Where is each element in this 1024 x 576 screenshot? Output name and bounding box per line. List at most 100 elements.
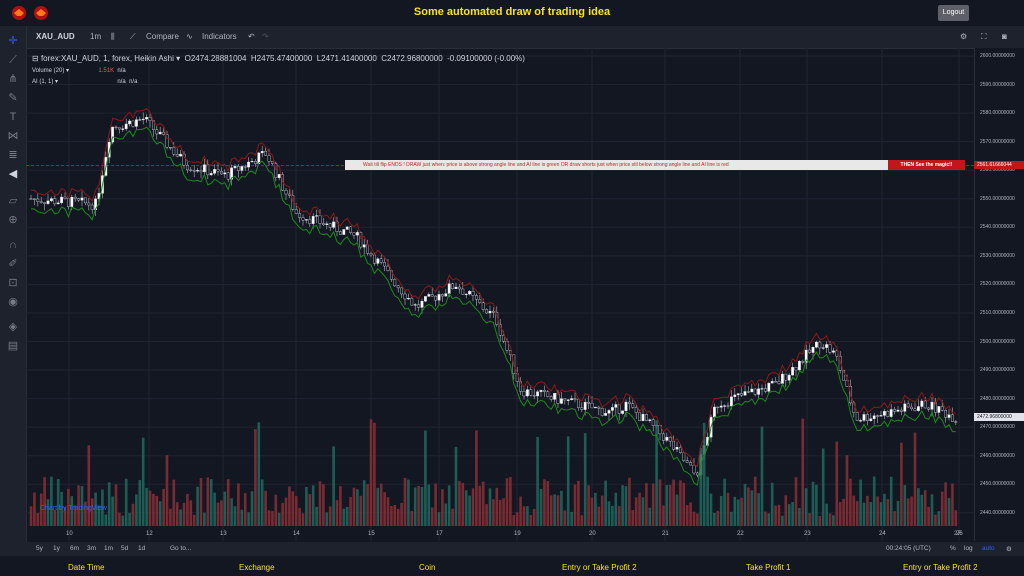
candle-body [777,381,781,384]
line-price-tag: 2561.61666044 [974,161,1024,169]
volume-bar [617,506,621,526]
time-axis[interactable]: 10 12 13 14 15 17 19 20 21 22 23 24 26 27 [26,528,974,542]
volume-bar [56,478,60,526]
range-button-1m[interactable]: 1m [104,545,114,552]
legend-symbol[interactable]: forex:XAU_AUD, 1, forex, Heikin Ashi [40,54,174,63]
range-button-5y[interactable]: 5y [36,545,43,552]
zoom-icon[interactable]: ⊕ [8,214,18,226]
volume-bar [294,496,298,526]
range-button-1y[interactable]: 1y [53,545,60,552]
candle-body [869,418,873,422]
volume-bar [791,502,794,526]
volume-bar [648,507,652,526]
volume-bar [730,511,733,526]
range-button-3m[interactable]: 3m [87,545,97,552]
magnet-icon[interactable]: ∩ [9,239,17,251]
settings-icon[interactable]: ⚙ [960,32,968,41]
candle-body [488,310,492,314]
volume-bar [29,506,33,526]
footer-entry-tp2-b[interactable]: Entry or Take Profit 2 [903,563,978,572]
pencil-lock-icon[interactable]: ✐ [8,258,18,270]
time-tick: 10 [66,531,73,537]
compare-icon[interactable]: ⟋ [130,32,136,41]
candle-body [906,403,910,408]
candle-body [719,405,723,408]
candle-body [260,151,264,154]
volume-bar [906,498,910,526]
candle-type-icon[interactable]: ⫼ [111,32,115,41]
watermark[interactable]: Chart by TradingView [40,505,107,512]
lock-icon[interactable]: ⊡ [8,277,18,289]
volume-bar [328,506,332,526]
volume-bar [434,483,437,526]
volume-label[interactable]: Volume (20) [32,68,65,74]
candle-body [757,388,761,395]
candle-body [366,244,369,254]
price-tick: 2450.00000000 [980,481,1015,488]
volume-na: n/a [117,68,126,74]
undo-icon[interactable]: ↶ [248,32,255,41]
layers-icon[interactable]: ◈ [8,321,18,333]
candle-body [441,294,444,297]
volume-bar [84,501,87,526]
auto-toggle[interactable]: auto [982,545,995,552]
volume-bar [366,484,369,526]
indicators-icon[interactable]: ∿ [186,32,193,41]
clock: 00:24:05 (UTC) [886,545,931,552]
ai-label[interactable]: AI (1, 1) [32,79,54,85]
gear-icon[interactable]: ⚙ [1006,546,1012,553]
redo-icon[interactable]: ↷ [262,32,269,41]
footer-coin[interactable]: Coin [419,563,436,572]
brush-icon[interactable]: ✎ [8,92,18,104]
percent-toggle[interactable]: % [950,545,956,552]
candle-body [951,414,954,422]
volume-bar [376,487,380,526]
ai-legend: AI (1, 1) ▾ n/a n/a [32,79,138,85]
range-button-6m[interactable]: 6m [70,545,80,552]
candle-body [645,414,648,421]
volume-bar [288,486,291,526]
candle-body [311,216,315,224]
candle-body [896,409,900,412]
text-icon[interactable]: T [9,111,17,123]
price-axis[interactable]: 2600.00000000 2590.00000000 2580.00000000 2… [974,48,1024,541]
camera-icon[interactable]: ◙ [1002,32,1007,41]
fullscreen-icon[interactable]: ⛶ [981,32,987,41]
dropdown-icon[interactable]: ▾ [176,54,181,63]
candle-body [934,401,937,413]
trendline-icon[interactable]: ⟋ [9,54,17,66]
compare-button[interactable]: Compare [146,32,179,41]
goto-button[interactable]: Go to... [170,545,192,552]
logo-icon [10,4,28,20]
candle-body [114,126,118,129]
candle-body [556,393,560,404]
crosshair-icon[interactable]: ✛ [8,35,18,47]
fib-icon[interactable]: ≣ [8,149,18,161]
range-button-5d[interactable]: 5d [121,545,129,552]
legend-collapse-icon[interactable]: ⊟ [32,54,39,63]
volume-bar [206,477,210,526]
eye-icon[interactable]: ◉ [8,296,18,308]
candle-body [274,163,278,178]
pattern-icon[interactable]: ⋈ [7,130,19,142]
indicators-button[interactable]: Indicators [202,32,237,41]
footer-tp1[interactable]: Take Profit 1 [746,563,791,572]
back-arrow-icon[interactable]: ◀ [8,168,18,180]
footer-entry-tp2[interactable]: Entry or Take Profit 2 [562,563,637,572]
trash-icon[interactable]: ▤ [7,340,19,352]
footer-date-time[interactable]: Date Time [68,563,105,572]
fork-icon[interactable]: ⋔ [8,73,18,85]
candle-body [117,127,121,130]
interval-button[interactable]: 1m [90,32,102,41]
candle-body [223,172,227,175]
logout-button[interactable]: Logout [938,5,969,21]
footer-exchange[interactable]: Exchange [239,563,275,572]
chart-canvas[interactable] [26,48,974,541]
log-toggle[interactable]: log [964,545,973,552]
volume-bar [424,430,427,526]
range-button-1d[interactable]: 1d [138,545,146,552]
price-chart[interactable] [26,48,974,541]
symbol-search[interactable]: XAU_AUD [36,32,75,41]
candle-body [373,254,376,264]
ruler-icon[interactable]: ▱ [8,195,18,207]
